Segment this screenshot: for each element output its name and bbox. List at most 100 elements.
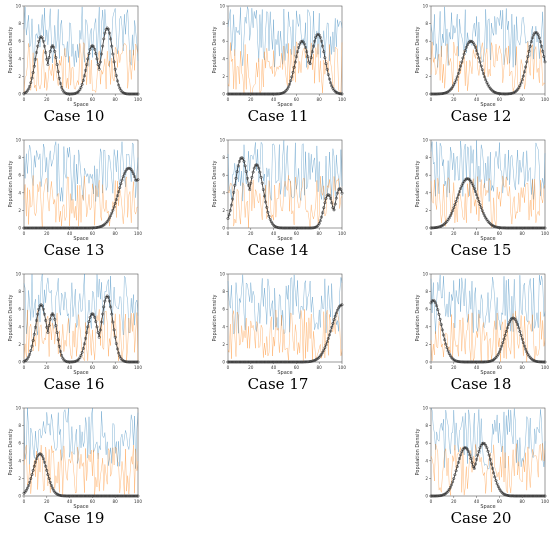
- density-marker: [474, 462, 477, 466]
- density-marker: [332, 208, 336, 212]
- density-marker: [455, 196, 459, 200]
- density-marker: [329, 329, 333, 333]
- density-marker: [36, 44, 40, 48]
- density-marker: [340, 303, 344, 307]
- y-tick-label: 4: [18, 56, 21, 61]
- density-marker: [52, 45, 56, 49]
- density-marker: [234, 176, 238, 180]
- density-marker: [28, 352, 32, 356]
- case-chart: 0 20 40 60 80 100 0 2 4 6 8 10 Space Population Densi…: [415, 4, 549, 109]
- density-marker: [481, 72, 485, 75]
- density-marker: [111, 52, 115, 56]
- density-marker: [477, 56, 481, 60]
- y-tick-label: 4: [222, 324, 225, 329]
- case-caption: Case 12: [450, 107, 512, 125]
- density-marker: [29, 477, 33, 481]
- density-marker: [108, 216, 111, 220]
- density-marker: [475, 49, 479, 53]
- density-marker: [244, 170, 248, 174]
- density-marker: [331, 206, 335, 210]
- density-marker: [528, 44, 532, 48]
- density-marker: [313, 39, 317, 43]
- density-marker: [320, 215, 323, 219]
- density-marker: [114, 342, 118, 346]
- density-marker: [455, 465, 459, 469]
- case-chart: 0 20 40 60 80 100 0 2 4 6 8 10 Space Population Densi…: [8, 272, 142, 377]
- density-marker: [56, 70, 60, 74]
- density-marker: [312, 44, 315, 48]
- series-a-line: [430, 140, 546, 202]
- y-tick-label: 4: [18, 190, 21, 195]
- density-marker: [236, 164, 240, 168]
- y-tick-label: 8: [18, 423, 21, 428]
- density-marker: [329, 81, 333, 85]
- density-marker: [537, 36, 541, 40]
- x-tick-label: 0: [227, 365, 230, 370]
- x-tick-label: 0: [430, 231, 433, 236]
- x-tick-label: 60: [90, 365, 96, 370]
- density-marker: [233, 183, 237, 187]
- y-tick-label: 8: [222, 21, 225, 26]
- x-tick-label: 20: [451, 97, 457, 102]
- density-marker: [33, 57, 37, 61]
- density-marker: [43, 44, 46, 48]
- y-tick-label: 2: [222, 342, 225, 347]
- density-marker: [96, 331, 100, 335]
- density-marker: [339, 188, 343, 192]
- density-marker: [101, 44, 105, 48]
- density-marker: [520, 337, 524, 341]
- density-marker: [86, 325, 90, 329]
- density-marker: [114, 198, 118, 202]
- density-marker: [33, 460, 37, 464]
- density-marker: [95, 57, 99, 61]
- density-marker: [438, 317, 442, 321]
- density-profile-line: [23, 453, 138, 497]
- density-marker: [525, 60, 529, 64]
- density-marker: [245, 176, 249, 180]
- series-b-line: [23, 444, 139, 495]
- density-marker: [95, 325, 99, 329]
- x-tick-label: 40: [271, 231, 277, 236]
- density-marker: [100, 320, 103, 324]
- density-marker: [478, 60, 482, 64]
- density-marker: [467, 450, 471, 454]
- x-axis-label: Space: [480, 102, 495, 108]
- density-marker: [81, 79, 85, 82]
- series-a-line: [430, 274, 546, 334]
- case-caption: Case 18: [450, 375, 512, 393]
- density-marker: [452, 83, 456, 87]
- density-marker: [43, 312, 46, 316]
- density-profile-line: [431, 178, 545, 229]
- density-marker: [29, 81, 33, 85]
- x-tick-label: 100: [134, 365, 142, 370]
- x-tick-label: 80: [317, 365, 323, 370]
- y-tick-label: 0: [222, 226, 225, 231]
- y-axis-label: Population Density: [415, 429, 421, 476]
- density-marker: [292, 65, 296, 69]
- density-marker: [31, 468, 35, 472]
- density-marker: [35, 457, 38, 461]
- density-marker: [306, 55, 310, 59]
- density-marker: [502, 337, 506, 341]
- y-tick-label: 8: [18, 155, 21, 160]
- y-tick-label: 4: [425, 458, 428, 463]
- density-marker: [43, 460, 46, 464]
- density-marker: [330, 84, 334, 88]
- density-marker: [30, 473, 34, 477]
- density-marker: [30, 344, 34, 348]
- y-tick-label: 2: [425, 476, 428, 481]
- density-marker: [328, 77, 331, 81]
- y-tick-label: 0: [425, 92, 428, 97]
- density-marker: [98, 328, 102, 332]
- density-marker: [491, 467, 495, 470]
- density-marker: [493, 475, 497, 479]
- case-chart: 0 20 40 60 80 100 0 2 4 6 8 10 Space Population Densi…: [415, 272, 549, 377]
- x-tick-label: 100: [134, 231, 142, 236]
- x-tick-label: 60: [90, 231, 96, 236]
- x-tick-label: 60: [497, 365, 503, 370]
- density-marker: [524, 65, 528, 69]
- density-marker: [521, 341, 525, 345]
- x-tick-label: 0: [23, 499, 26, 504]
- y-axis-label: Population Density: [8, 295, 14, 342]
- density-marker: [462, 52, 466, 56]
